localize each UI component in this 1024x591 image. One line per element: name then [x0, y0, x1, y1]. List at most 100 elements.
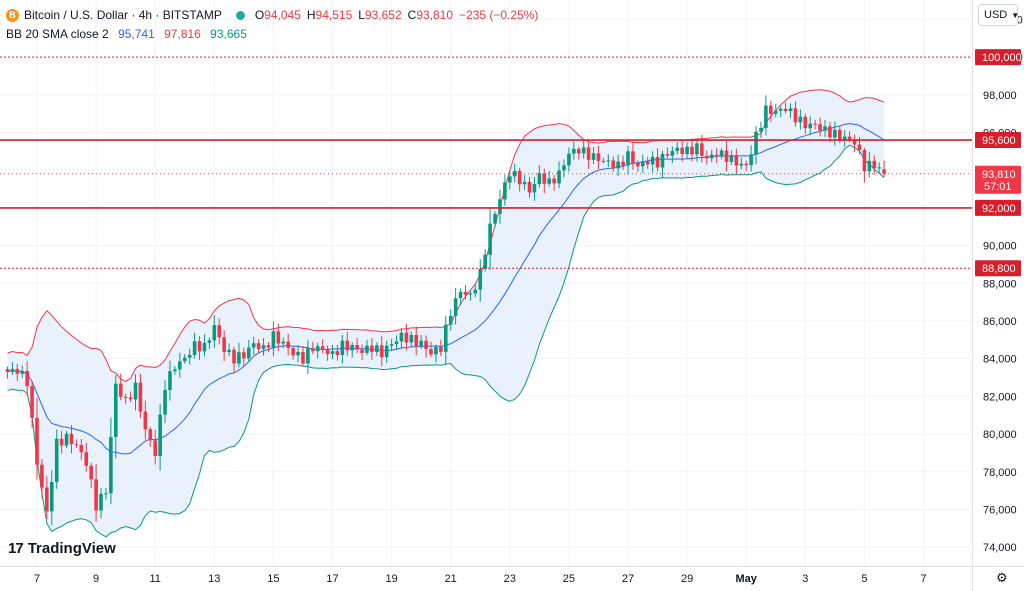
candle — [286, 333, 290, 356]
candle — [271, 321, 276, 357]
candle — [10, 362, 15, 375]
candle — [182, 353, 187, 364]
time-tick-label: 9 — [93, 573, 99, 585]
last-price-tag — [975, 165, 1021, 194]
bollinger-band-fill — [7, 89, 885, 537]
candle — [35, 397, 39, 480]
low-value: 93,652 — [364, 8, 402, 22]
candle — [813, 119, 817, 130]
candle — [680, 140, 684, 162]
indicator-legend: BB 20 SMA close 2 95,741 97,816 93,665 — [6, 27, 247, 41]
tradingview-logo-text: TradingView — [27, 540, 116, 557]
candle — [655, 148, 660, 172]
price-tick-label: 98,000 — [983, 90, 1017, 102]
candle — [729, 150, 734, 165]
price-level-tag-label: 95,600 — [982, 135, 1016, 147]
candle — [862, 147, 867, 183]
candle — [94, 464, 98, 522]
gear-icon[interactable]: ⚙ — [996, 570, 1008, 585]
price-tick-label: 76,000 — [983, 504, 1017, 516]
candle — [714, 148, 719, 164]
candles-layer — [5, 95, 886, 526]
candle — [360, 344, 364, 360]
candle — [355, 337, 359, 354]
candle — [611, 156, 616, 172]
candle — [867, 151, 872, 178]
candle — [468, 289, 473, 301]
candle — [562, 159, 566, 178]
time-tick-label: 7 — [920, 573, 926, 585]
candle — [429, 341, 433, 358]
bollinger-lower-value: 93,665 — [210, 27, 247, 41]
bollinger-label[interactable]: BB 20 SMA close 2 — [6, 27, 109, 41]
candle — [488, 208, 492, 271]
symbol-title[interactable]: Bitcoin / U.S. Dollar · 4h · BITSTAMP — [24, 8, 222, 22]
candle — [650, 151, 655, 173]
open-value: 94,045 — [264, 8, 301, 22]
candle — [69, 425, 74, 454]
candle — [798, 109, 803, 130]
currency-selector[interactable]: USD ▼ — [978, 4, 1019, 26]
candle — [246, 339, 251, 362]
candle — [424, 335, 428, 358]
tradingview-logo: 17 TradingView — [8, 540, 116, 557]
candle — [601, 157, 606, 164]
candle — [207, 337, 212, 349]
price-tick-label: 88,000 — [983, 278, 1017, 290]
candle — [163, 380, 167, 423]
candle — [379, 335, 384, 367]
candle — [118, 373, 123, 401]
candle — [700, 134, 704, 163]
candle — [311, 341, 315, 355]
candle — [877, 162, 881, 174]
candle — [685, 142, 689, 160]
candle — [567, 147, 571, 172]
candle — [394, 335, 399, 350]
last-price-label: 93,810 — [982, 169, 1016, 181]
symbol-legend: B Bitcoin / U.S. Dollar · 4h · BITSTAMP … — [6, 8, 538, 22]
candle — [872, 155, 877, 175]
price-tick-label: 82,000 — [983, 391, 1017, 403]
candle — [463, 284, 468, 300]
candle — [84, 442, 89, 472]
low-key: L — [358, 8, 365, 22]
candle — [517, 167, 522, 192]
candle — [724, 141, 729, 172]
candle — [15, 363, 20, 382]
candle — [389, 338, 394, 352]
candle — [537, 165, 542, 188]
candle — [54, 429, 59, 489]
candle — [626, 145, 630, 175]
candle — [409, 331, 414, 348]
price-tick-label: 86,000 — [983, 316, 1017, 328]
time-tick-label: 7 — [34, 573, 40, 585]
candle — [217, 318, 222, 345]
candle — [764, 95, 768, 136]
candle — [109, 417, 113, 505]
market-status-icon — [235, 10, 245, 20]
candle — [404, 323, 409, 351]
candle — [803, 113, 808, 134]
candle — [202, 334, 207, 357]
candle — [20, 365, 25, 378]
candle — [25, 361, 29, 396]
candle — [793, 101, 798, 127]
close-value: 93,810 — [416, 8, 454, 22]
candle — [153, 430, 157, 465]
candle — [256, 339, 261, 353]
candle — [695, 139, 699, 162]
candle — [350, 342, 354, 358]
candle — [301, 345, 305, 367]
candle — [370, 338, 374, 360]
candle — [291, 345, 295, 360]
candle — [828, 121, 832, 143]
candle — [414, 326, 419, 356]
candle — [542, 168, 547, 193]
candle — [30, 380, 34, 429]
bollinger-basis-value: 95,741 — [118, 27, 155, 41]
candle — [478, 259, 483, 302]
candle — [660, 150, 665, 178]
candle — [315, 342, 320, 359]
candle — [158, 403, 162, 471]
